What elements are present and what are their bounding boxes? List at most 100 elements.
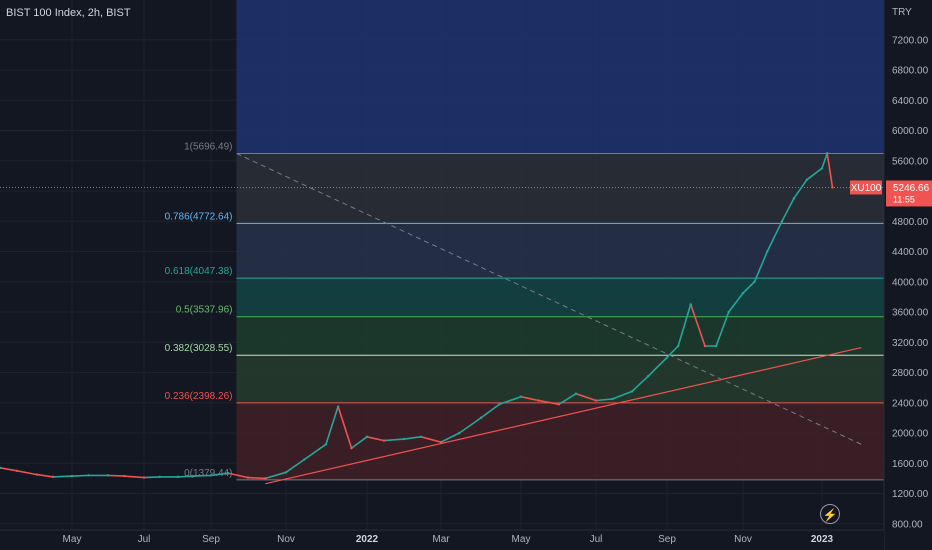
price-point: [106, 474, 110, 477]
price-series-up: [53, 152, 828, 480]
price-point: [519, 395, 523, 398]
fib-extension-zone: [236, 0, 884, 154]
price-point: [741, 291, 745, 295]
diagonal-dashed-line: [236, 152, 862, 445]
price-axis: [884, 0, 932, 550]
price-point: [246, 476, 250, 479]
last-price-countdown: 11:55: [893, 194, 915, 204]
price-point: [537, 399, 540, 402]
time-tick-label: 2022: [356, 534, 379, 545]
time-tick-label: Sep: [202, 534, 220, 545]
price-tick-label: 4000.00: [892, 277, 929, 288]
price-point: [753, 280, 756, 283]
fib-level-label: 0.5(3537.96): [176, 305, 233, 316]
fib-zone-0.786: [236, 223, 884, 279]
price-tick-label: 800.00: [892, 519, 923, 530]
price-point: [123, 474, 126, 478]
price-point: [365, 435, 369, 438]
price-tick-label: 2400.00: [892, 398, 929, 409]
time-tick-label: Jul: [138, 534, 151, 545]
price-point: [402, 437, 406, 441]
last-price-tag: [886, 180, 932, 207]
time-tick-label: Nov: [734, 534, 752, 545]
price-point: [350, 446, 353, 450]
price-point: [176, 475, 180, 479]
price-tick-label: 6800.00: [892, 66, 929, 77]
price-point: [715, 344, 718, 348]
symbol-tag: [850, 180, 882, 195]
price-point: [630, 390, 634, 393]
fib-zone-0.618: [236, 278, 884, 317]
fib-level-label: 0.618(4047.38): [165, 266, 233, 277]
price-tick-label: 2000.00: [892, 429, 929, 440]
price-tick-label: 6000.00: [892, 126, 929, 137]
price-point: [727, 310, 730, 314]
price-tick-label: 1600.00: [892, 459, 929, 470]
price-point: [826, 151, 829, 155]
fib-level-label: 0.236(2398.26): [165, 391, 233, 402]
price-point: [209, 474, 213, 477]
price-point: [336, 405, 340, 408]
chart-title: BIST 100 Index, 2h, BIST: [6, 7, 131, 19]
price-point: [284, 471, 288, 474]
price-point: [70, 474, 74, 478]
price-point: [557, 403, 561, 406]
price-point: [780, 220, 784, 223]
time-tick-label: Jul: [590, 534, 603, 545]
price-point: [15, 469, 19, 473]
price-point: [226, 471, 230, 475]
price-tick-label: 6400.00: [892, 96, 929, 107]
fib-level-label: 1(5696.49): [184, 141, 232, 152]
price-point: [665, 356, 669, 359]
price-point: [382, 439, 386, 442]
price-tick-label: 5600.00: [892, 156, 929, 167]
fib-zone-1: [236, 153, 884, 224]
time-tick-label: 2023: [811, 534, 834, 545]
price-point: [689, 303, 692, 306]
symbol-tag-label: XU100: [851, 183, 882, 194]
time-tick-label: Nov: [277, 534, 295, 545]
price-point: [498, 403, 501, 406]
price-point: [264, 477, 267, 480]
price-tick-label: 4800.00: [892, 217, 929, 228]
price-point: [611, 397, 614, 401]
price-tick-label: 3600.00: [892, 308, 929, 319]
price-point: [303, 458, 306, 461]
time-tick-label: Mar: [432, 534, 450, 545]
price-tick-label: 4400.00: [892, 247, 929, 258]
fib-zone-0.5: [236, 316, 884, 356]
price-point: [792, 197, 796, 200]
fib-level-label: 0.382(3028.55): [165, 343, 233, 354]
price-point: [158, 475, 161, 479]
price-point: [831, 186, 834, 189]
price-point: [703, 344, 707, 348]
price-point: [574, 392, 578, 395]
price-point: [324, 443, 328, 446]
time-tick-label: May: [63, 534, 82, 545]
time-tick-label: May: [512, 534, 531, 545]
price-point: [479, 416, 483, 420]
price-point: [87, 474, 90, 477]
price-point: [142, 476, 146, 479]
price-point: [51, 475, 55, 479]
price-tick-label: 3200.00: [892, 338, 929, 349]
fib-level-label: 0.786(4772.64): [165, 211, 233, 222]
price-point: [439, 440, 443, 444]
price-point: [419, 435, 423, 438]
price-tick-label: 2800.00: [892, 368, 929, 379]
price-point: [646, 375, 650, 378]
price-axis-currency: TRY: [892, 7, 912, 18]
price-point: [805, 178, 809, 181]
flash-icon[interactable]: ⚡: [820, 504, 840, 524]
time-tick-label: Sep: [658, 534, 676, 545]
price-point: [677, 344, 680, 348]
time-axis: [0, 530, 884, 550]
price-point: [594, 399, 598, 402]
price-tick-label: 7200.00: [892, 35, 929, 46]
price-point: [191, 474, 195, 478]
fib-level-label: 0(1379.44): [184, 468, 232, 479]
price-tick-label: 1200.00: [892, 489, 929, 500]
price-point: [820, 167, 824, 170]
last-price-value: 5246.66: [893, 183, 930, 194]
